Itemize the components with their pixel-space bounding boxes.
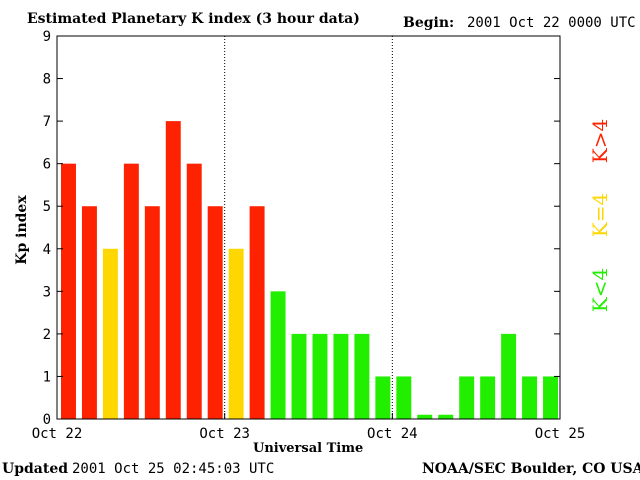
bar (165, 121, 181, 419)
y-tick-label: 1 (43, 369, 51, 385)
bar (102, 248, 118, 419)
y-tick-label: 2 (43, 327, 51, 343)
bar (186, 163, 202, 419)
y-tick-label: 7 (43, 114, 51, 130)
begin-label: Begin: (403, 15, 455, 31)
bar (333, 333, 349, 419)
bar (438, 414, 454, 419)
bar (480, 376, 496, 419)
y-tick-label: 0 (43, 412, 51, 428)
bar (270, 291, 286, 419)
x-tick-label: Oct 23 (199, 426, 250, 442)
bar (291, 333, 307, 419)
x-axis-label: Universal Time (253, 441, 364, 456)
legend-low: K<4 (588, 267, 612, 313)
begin-value: 2001 Oct 22 0000 UTC (467, 15, 636, 31)
source-credit: NOAA/SEC Boulder, CO USA (422, 461, 640, 477)
legend-equal: K=4 (588, 192, 612, 238)
y-tick-label: 8 (43, 72, 51, 88)
updated-value: 2001 Oct 25 02:45:03 UTC (72, 461, 275, 477)
bar (375, 376, 391, 419)
bar (123, 163, 139, 419)
bar (228, 248, 244, 419)
bar (144, 206, 160, 419)
plot-frame (56, 35, 561, 420)
y-tick-label: 5 (43, 199, 51, 215)
bar (81, 206, 97, 419)
bar (459, 376, 475, 419)
x-tick-label: Oct 22 (32, 426, 83, 442)
bar (354, 333, 370, 419)
updated-label: Updated (2, 461, 69, 477)
x-tick-label: Oct 25 (535, 426, 586, 442)
y-tick-label: 3 (43, 284, 51, 300)
bar (417, 414, 433, 419)
bar (501, 333, 517, 419)
chart-title: Estimated Planetary K index (3 hour data… (27, 11, 360, 27)
y-tick-label: 4 (43, 242, 51, 258)
y-axis-label: Kp index (14, 195, 30, 265)
bar (396, 376, 412, 419)
legend-high: K>4 (588, 118, 612, 164)
y-tick-label: 9 (43, 29, 51, 45)
bar (522, 376, 538, 419)
x-tick-label: Oct 24 (367, 426, 418, 442)
y-tick-label: 6 (43, 157, 51, 173)
bar (543, 376, 558, 419)
bar (312, 333, 328, 419)
bar (249, 206, 265, 419)
bar (61, 163, 76, 419)
bar (207, 206, 223, 419)
